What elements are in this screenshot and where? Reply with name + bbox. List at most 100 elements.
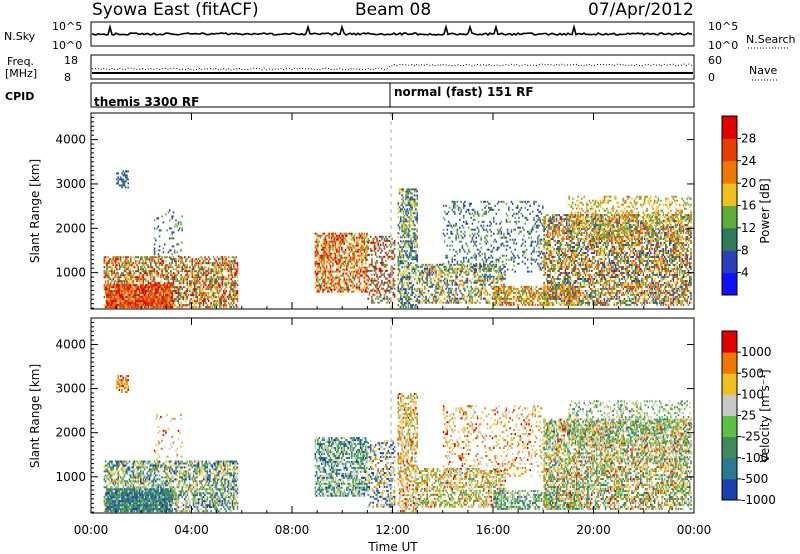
heatmap-cell bbox=[215, 286, 217, 289]
heatmap-cell bbox=[455, 234, 457, 237]
heatmap-cell bbox=[413, 212, 416, 215]
heatmap-cell bbox=[235, 272, 238, 275]
heatmap-cell bbox=[124, 268, 127, 271]
heatmap-cell bbox=[318, 262, 320, 265]
heatmap-cell bbox=[341, 258, 343, 261]
heatmap-cell bbox=[436, 263, 439, 266]
heatmap-cell bbox=[150, 290, 152, 293]
heatmap-cell bbox=[333, 238, 336, 241]
heatmap-cell bbox=[117, 284, 119, 287]
heatmap-cell bbox=[170, 264, 172, 267]
heatmap-cell bbox=[126, 296, 128, 299]
heatmap-cell bbox=[220, 300, 222, 303]
heatmap-cell bbox=[489, 277, 491, 280]
heatmap-cell bbox=[397, 212, 400, 215]
heatmap-cell bbox=[519, 208, 521, 211]
heatmap-cell bbox=[204, 298, 206, 301]
heatmap-cell bbox=[382, 241, 385, 244]
heatmap-cell bbox=[126, 290, 128, 293]
heatmap-cell bbox=[160, 300, 162, 303]
heatmap-cell bbox=[117, 260, 119, 263]
heatmap-cell bbox=[462, 202, 465, 205]
heatmap-cell bbox=[181, 270, 183, 273]
heatmap-cell bbox=[501, 303, 504, 306]
heatmap-cell bbox=[185, 306, 187, 309]
heatmap-cell bbox=[151, 256, 153, 259]
heatmap-cell bbox=[133, 258, 136, 261]
heatmap-cell bbox=[464, 295, 466, 298]
heatmap-cell bbox=[104, 282, 107, 285]
heatmap-cell bbox=[118, 286, 121, 289]
heatmap-cell bbox=[451, 232, 454, 235]
heatmap-cell bbox=[230, 284, 232, 287]
heatmap-cell bbox=[412, 284, 415, 287]
heatmap-cell bbox=[418, 287, 421, 290]
heatmap-cell bbox=[234, 258, 236, 261]
heatmap-cell bbox=[402, 188, 405, 191]
heatmap-cell bbox=[161, 302, 163, 305]
heatmap-cell bbox=[516, 254, 519, 257]
heatmap-cell bbox=[323, 248, 325, 251]
heatmap-cell bbox=[454, 206, 456, 209]
heatmap-cell bbox=[165, 274, 167, 277]
heatmap-cell bbox=[376, 283, 378, 286]
heatmap-cell bbox=[489, 301, 491, 304]
heatmap-cell bbox=[471, 212, 474, 215]
heatmap-cell bbox=[138, 262, 141, 265]
heatmap-cell bbox=[195, 282, 197, 285]
heatmap-cell bbox=[194, 288, 196, 291]
heatmap-cell bbox=[229, 292, 231, 295]
heatmap-cell bbox=[140, 282, 142, 285]
heatmap-cell bbox=[406, 208, 408, 211]
heatmap-cell bbox=[142, 290, 145, 293]
heatmap-cell bbox=[153, 256, 156, 259]
heatmap-cell bbox=[472, 240, 475, 243]
heatmap-cell bbox=[434, 265, 436, 268]
heatmap-cell bbox=[161, 300, 163, 303]
heatmap-cell bbox=[411, 286, 413, 289]
heatmap-cell bbox=[428, 301, 431, 304]
heatmap-cell bbox=[403, 266, 406, 269]
heatmap-cell bbox=[509, 293, 511, 296]
heatmap-cell bbox=[173, 292, 176, 295]
heatmap-cell bbox=[330, 278, 333, 281]
heatmap-cell bbox=[371, 295, 373, 298]
heatmap-cell bbox=[314, 244, 317, 247]
heatmap-cell bbox=[162, 276, 165, 279]
heatmap-cell bbox=[475, 258, 477, 261]
heatmap-cell bbox=[322, 254, 324, 257]
heatmap-cell bbox=[402, 198, 405, 201]
heatmap-cell bbox=[217, 296, 220, 299]
heatmap-cell bbox=[393, 239, 396, 242]
heatmap-cell bbox=[222, 304, 225, 307]
heatmap-cell bbox=[199, 300, 201, 303]
heatmap-cell bbox=[466, 277, 469, 280]
heatmap-cell bbox=[422, 273, 425, 276]
heatmap-cell bbox=[171, 215, 173, 218]
heatmap-cell bbox=[201, 296, 204, 299]
heatmap-cell bbox=[537, 240, 539, 243]
heatmap-cell bbox=[133, 306, 136, 309]
heatmap-cell bbox=[407, 196, 410, 199]
heatmap-cell bbox=[416, 260, 418, 263]
heatmap-cell bbox=[446, 228, 449, 231]
heatmap-cell bbox=[202, 282, 205, 285]
heatmap-cell bbox=[376, 255, 378, 258]
heatmap-cell bbox=[117, 272, 119, 275]
heatmap-cell bbox=[322, 256, 324, 259]
heatmap-cell bbox=[121, 286, 123, 289]
heatmap-cell bbox=[515, 293, 518, 296]
heatmap-cell bbox=[170, 306, 172, 309]
heatmap-cell bbox=[400, 216, 402, 219]
heatmap-cell bbox=[377, 297, 379, 300]
heatmap-cell bbox=[153, 276, 156, 279]
heatmap-cell bbox=[157, 290, 160, 293]
heatmap-cell bbox=[155, 286, 157, 289]
heatmap-cell bbox=[165, 272, 167, 275]
heatmap-cell bbox=[315, 264, 318, 267]
heatmap-cell bbox=[145, 300, 147, 303]
heatmap-cell bbox=[197, 302, 200, 305]
heatmap-cell bbox=[127, 182, 129, 185]
heatmap-cell bbox=[341, 248, 343, 251]
heatmap-cell bbox=[500, 271, 503, 274]
